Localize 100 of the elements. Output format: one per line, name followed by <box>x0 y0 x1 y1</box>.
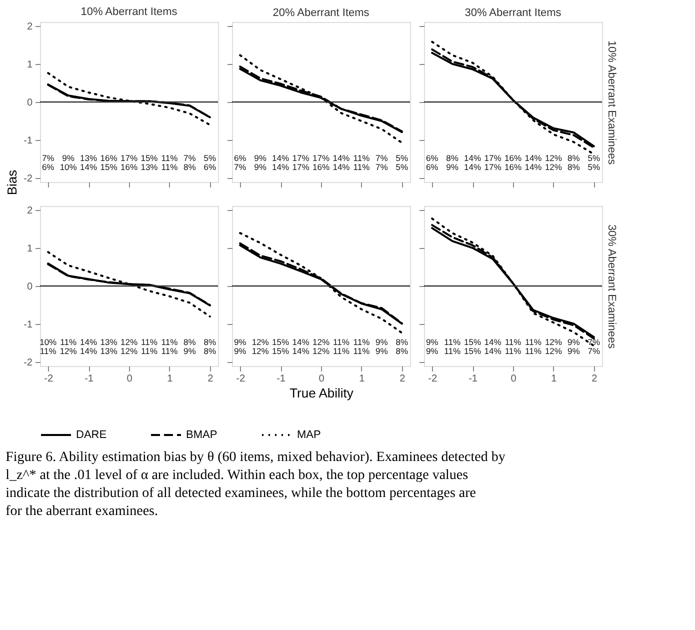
annotation: 11% <box>161 153 178 163</box>
annotation: 15% <box>140 153 158 163</box>
annotation: 5% <box>588 162 600 172</box>
y-tick-label: 1 <box>26 243 33 254</box>
annotation: 6% <box>42 162 55 172</box>
annotation: 7% <box>588 346 600 356</box>
annotation: 12% <box>544 337 562 347</box>
legend-label: DARE <box>76 429 107 441</box>
x-tick-label: 2 <box>208 374 214 384</box>
x-tick-label: -1 <box>276 374 286 384</box>
annotation: 15% <box>100 162 118 172</box>
annotation: 17% <box>484 153 502 163</box>
annotation: 12% <box>60 346 78 356</box>
y-axis-title: Bias <box>4 169 20 196</box>
annotation: 11% <box>444 346 461 356</box>
annotation: 8% <box>204 346 216 356</box>
annotation: 9% <box>376 337 388 347</box>
annotation: 8% <box>396 346 408 356</box>
y-tick-label: -2 <box>24 174 33 185</box>
annotation: 9% <box>234 337 247 347</box>
annotation: 17% <box>120 153 138 163</box>
annotation: 14% <box>484 337 502 347</box>
annotation: 11% <box>353 162 370 172</box>
annotation: 7% <box>588 337 600 347</box>
annotation: 14% <box>524 153 542 163</box>
x-axis-title: True Ability <box>290 386 354 400</box>
annotation: 9% <box>568 337 580 347</box>
annotation: 14% <box>484 346 502 356</box>
x-tick-label: -1 <box>84 374 94 384</box>
annotation: 14% <box>332 162 350 172</box>
annotation: 9% <box>184 346 196 356</box>
annotation: 8% <box>184 162 196 172</box>
annotation: 11% <box>141 346 158 356</box>
caption: Figure 6. Ability estimation bias by θ (60 items, mixed behavior). Examinees detected by l_z^* at the .01 level of α are included. Within each box, the top percentage values indicate the distribution of all detected examinees, while the bottom percentages are for the aberrant examinees. <box>6 450 506 519</box>
annotation: 8% <box>568 162 580 172</box>
annotation: 5% <box>204 153 216 163</box>
annotation: 8% <box>446 153 459 163</box>
annotation: 16% <box>312 162 330 172</box>
legend-label: BMAP <box>186 429 218 441</box>
annotation: 11% <box>444 337 461 347</box>
y2-axis-title: 30% Aberrant Examinees <box>606 224 618 350</box>
annotation: 11% <box>141 337 158 347</box>
annotation: 7% <box>42 153 55 163</box>
chart-title: 30% Aberrant Items <box>464 7 562 19</box>
annotation: 11% <box>525 346 542 356</box>
annotation: 7% <box>376 162 388 172</box>
annotation: 14% <box>80 162 98 172</box>
annotation: 11% <box>40 346 57 356</box>
x-tick-label: 1 <box>167 374 174 384</box>
y-tick-label: 1 <box>26 59 33 70</box>
y2-axis-title: 10% Aberrant Examinees <box>606 40 618 166</box>
y-tick-label: 0 <box>26 98 33 108</box>
annotation: 9% <box>62 153 75 163</box>
annotation: 12% <box>120 337 138 347</box>
annotation: 5% <box>588 153 600 163</box>
annotation: 12% <box>252 346 270 356</box>
annotation: 14% <box>524 162 542 172</box>
annotation: 16% <box>120 162 138 172</box>
annotation: 14% <box>272 162 290 172</box>
annotation: 11% <box>161 162 178 172</box>
annotation: 6% <box>426 153 439 163</box>
annotation: 7% <box>376 153 388 163</box>
annotation: 16% <box>504 153 522 163</box>
y-tick-label: -2 <box>24 358 33 369</box>
annotation: 11% <box>353 346 370 356</box>
chart-title: 10% Aberrant Items <box>80 6 178 18</box>
annotation: 8% <box>568 153 580 163</box>
x-tick-label: -2 <box>44 374 54 384</box>
annotation: 6% <box>234 153 247 163</box>
x-tick-label: 0 <box>510 374 517 384</box>
y-tick-label: -1 <box>24 320 33 331</box>
annotation: 11% <box>333 337 350 347</box>
annotation: 15% <box>464 337 482 347</box>
annotation: 11% <box>353 153 370 163</box>
annotation: 8% <box>396 337 408 347</box>
annotation: 11% <box>161 346 178 356</box>
y-tick-label: 2 <box>26 21 33 32</box>
annotation: 12% <box>252 337 270 347</box>
annotation: 12% <box>312 337 330 347</box>
annotation: 17% <box>292 162 310 172</box>
annotation: 6% <box>426 162 439 172</box>
annotation: 11% <box>333 346 350 356</box>
annotation: 8% <box>184 337 196 347</box>
y-tick-label: 2 <box>26 205 33 216</box>
x-tick-label: 2 <box>400 374 406 384</box>
x-tick-label: 0 <box>318 374 325 384</box>
annotation: 16% <box>504 162 522 172</box>
annotation: 13% <box>80 153 98 163</box>
annotation: 15% <box>272 346 290 356</box>
annotation: 12% <box>120 346 138 356</box>
y-tick-label: 0 <box>26 282 33 292</box>
annotation: 13% <box>100 337 118 347</box>
annotation: 15% <box>464 346 482 356</box>
y-tick-label: -1 <box>24 136 33 147</box>
x-tick-label: 0 <box>126 374 133 384</box>
annotation: 5% <box>396 162 408 172</box>
annotation: 12% <box>544 162 562 172</box>
annotation: 9% <box>234 346 247 356</box>
annotation: 14% <box>272 153 290 163</box>
annotation: 11% <box>353 337 370 347</box>
